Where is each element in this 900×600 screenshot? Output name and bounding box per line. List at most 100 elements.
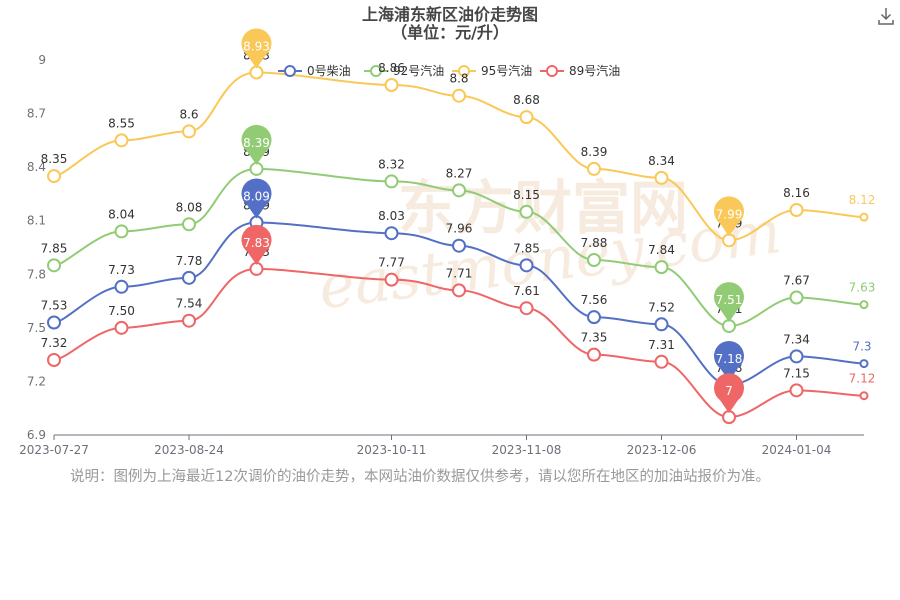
- data-point: [384, 174, 399, 189]
- data-point: [47, 169, 61, 184]
- pin-shape: [241, 224, 272, 265]
- extreme-pin: 7.51: [714, 282, 745, 323]
- data-point: [114, 320, 129, 335]
- data-label: 7.78: [176, 254, 203, 268]
- extreme-pin: 7.83: [241, 224, 272, 265]
- data-label: 7.77: [378, 256, 405, 270]
- data-label: 8.6: [179, 107, 198, 121]
- data-point: [182, 270, 196, 285]
- x-tick-label: 2023-10-11: [357, 443, 427, 457]
- data-label: 7.3: [852, 340, 871, 354]
- legend[interactable]: 0号柴油 92号汽油 95号汽油 89号汽油: [278, 63, 620, 78]
- data-point: [47, 353, 61, 367]
- pin-shape: [714, 282, 745, 323]
- data-point: [519, 110, 534, 125]
- pin-label: 8.09: [243, 190, 270, 204]
- data-point: [182, 124, 196, 139]
- data-label: 7.15: [783, 366, 810, 380]
- legend-marker: [458, 65, 470, 77]
- legend-marker: [546, 65, 558, 77]
- data-point: [452, 238, 466, 253]
- data-label: 8.55: [108, 116, 135, 130]
- data-point: [452, 183, 466, 198]
- data-label: 8.27: [446, 166, 473, 180]
- legend-label: 95号汽油: [481, 63, 532, 78]
- data-label: 7.34: [783, 332, 810, 346]
- data-label: 8.34: [648, 154, 675, 168]
- y-tick-label: 8.1: [27, 214, 46, 228]
- data-point: [789, 349, 804, 364]
- data-label: 7.73: [108, 263, 135, 277]
- extreme-pin: 8.09: [241, 178, 272, 219]
- legend-item[interactable]: 89号汽油: [540, 63, 620, 78]
- pin-shape: [714, 373, 745, 414]
- pin-shape: [714, 341, 745, 381]
- data-point: [587, 347, 601, 362]
- download-icon[interactable]: [876, 6, 896, 26]
- data-point: [587, 310, 601, 325]
- data-point: [114, 133, 129, 148]
- data-point: [789, 203, 804, 217]
- y-tick-label: 9: [38, 53, 46, 67]
- data-label: 7.53: [41, 299, 68, 313]
- data-label: 7.96: [446, 222, 473, 236]
- legend-label: 0号柴油: [307, 64, 351, 78]
- data-label: 8.39: [581, 145, 608, 159]
- pin-shape: [241, 28, 272, 69]
- data-label: 8.15: [513, 188, 540, 202]
- data-label: 7.12: [849, 372, 876, 386]
- data-point: [452, 88, 466, 103]
- data-point: [384, 272, 399, 287]
- legend-item[interactable]: 95号汽油: [452, 63, 532, 78]
- data-point: [654, 260, 669, 275]
- legend-item[interactable]: 92号汽油: [364, 63, 444, 78]
- series-lines: [47, 65, 869, 425]
- data-label: 8.86: [378, 61, 405, 75]
- data-point: [859, 300, 869, 310]
- data-label: 7.50: [108, 304, 135, 318]
- extreme-pin: 8.39: [241, 124, 272, 165]
- extreme-pin: 7: [714, 373, 745, 414]
- y-tick-label: 7.8: [27, 267, 46, 281]
- data-point: [182, 217, 196, 232]
- data-label: 7.71: [446, 266, 473, 280]
- chart-note: 说明：图例为上海最近12次调价的油价走势，本网站油价数据仅供参考，请以您所在地区…: [70, 469, 770, 485]
- data-point: [587, 253, 601, 267]
- extreme-pin: 8.93: [241, 28, 272, 69]
- data-label: 7.52: [648, 300, 675, 314]
- data-label: 8.32: [378, 157, 405, 171]
- y-tick-label: 7.2: [27, 374, 46, 388]
- data-point: [654, 170, 669, 185]
- data-label: 8.8: [449, 72, 468, 86]
- data-point: [859, 359, 869, 369]
- legend-label: 89号汽油: [569, 63, 620, 78]
- data-point: [47, 258, 61, 273]
- data-label: 8.16: [783, 186, 810, 200]
- pin-label: 7.83: [243, 236, 270, 250]
- data-label: 7.67: [783, 274, 810, 288]
- y-tick-label: 6.9: [27, 428, 46, 442]
- data-point: [789, 383, 804, 398]
- x-tick-label: 2023-11-08: [492, 443, 562, 457]
- x-tick-label: 2023-08-24: [154, 443, 224, 457]
- chart-title: 上海浦东新区油价走势图: [362, 5, 538, 24]
- data-point: [859, 391, 869, 401]
- pin-label: 7.51: [716, 293, 743, 307]
- data-label: 7.61: [513, 284, 540, 298]
- pin-shape: [241, 124, 272, 165]
- y-tick-label: 7.5: [27, 321, 46, 335]
- x-tick-label: 2023-07-27: [19, 443, 89, 457]
- data-label: 7.35: [581, 331, 608, 345]
- data-point: [114, 279, 129, 294]
- data-label: 7.85: [513, 241, 540, 255]
- legend-item[interactable]: 0号柴油: [278, 64, 351, 78]
- data-label: 8.08: [176, 200, 203, 214]
- extreme-pins: 8.09 7.18 8.39 7.51 8.93 7.99 7.83 7: [241, 28, 745, 414]
- data-label: 8.12: [849, 193, 876, 207]
- data-label: 7.84: [648, 243, 675, 257]
- data-point: [789, 290, 804, 305]
- data-label: 7.63: [849, 281, 876, 295]
- eastmoney-watermark: 东方财富网 eastmoney.com: [315, 174, 785, 323]
- data-point: [654, 317, 669, 332]
